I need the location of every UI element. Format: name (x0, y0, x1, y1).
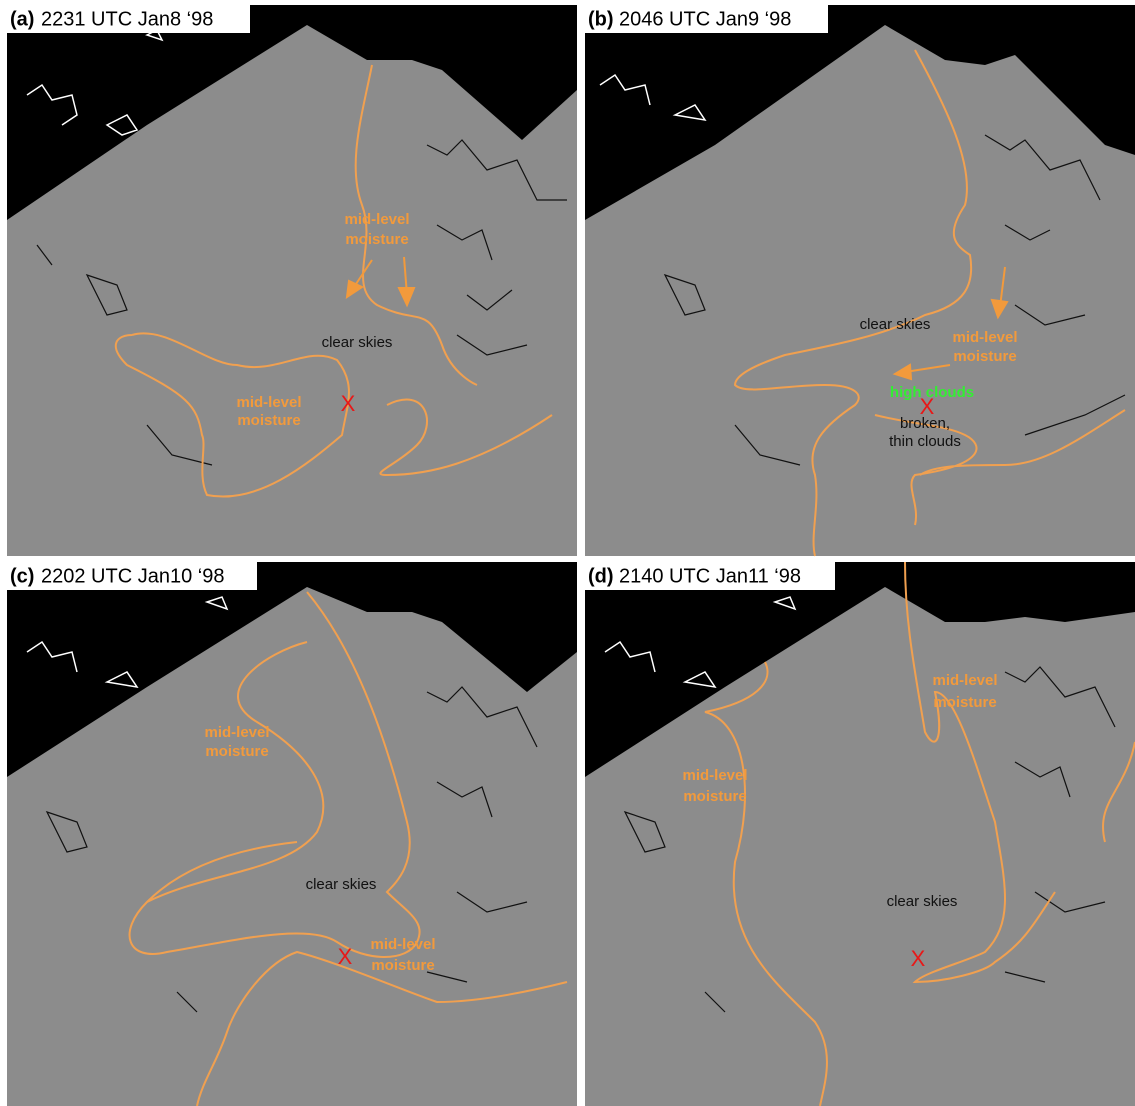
annotation: mid-level (344, 211, 409, 228)
annotation: moisture (933, 694, 996, 711)
annotation: thin clouds (889, 433, 961, 450)
site-marker: X (911, 946, 926, 971)
annotation: mid-level (682, 767, 747, 784)
panel-letter: (c) (10, 565, 34, 587)
annotation: mid-level (236, 394, 301, 411)
figure: (a) 2231 UTC Jan8 ‘98 mid-level moisture… (0, 0, 1135, 1106)
annotation: moisture (205, 743, 268, 760)
annotation: moisture (953, 348, 1016, 365)
annotation: mid-level (952, 329, 1017, 346)
panel-letter: (d) (588, 565, 614, 587)
annotation: moisture (683, 788, 746, 805)
annotation: mid-level (932, 672, 997, 689)
annotation: clear skies (860, 316, 931, 333)
panel: (a) 2231 UTC Jan8 ‘98 mid-level moisture… (7, 5, 577, 556)
annotation: moisture (237, 412, 300, 429)
site-marker: X (338, 944, 353, 969)
annotation: clear skies (322, 334, 393, 351)
annotation: clear skies (306, 876, 377, 893)
annotation: mid-level (370, 936, 435, 953)
panel-letter: (a) (10, 8, 34, 30)
annotation: moisture (371, 957, 434, 974)
annotation: moisture (345, 231, 408, 248)
panel-time: 2140 UTC Jan11 ‘98 (619, 565, 801, 587)
panel: (d) 2140 UTC Jan11 ‘98 mid-level moistur… (585, 562, 1135, 1106)
panel-time: 2202 UTC Jan10 ‘98 (41, 565, 224, 587)
panel-time: 2046 UTC Jan9 ‘98 (619, 8, 791, 30)
site-marker: X (341, 391, 356, 416)
annotation: mid-level (204, 724, 269, 741)
annotation: clear skies (887, 893, 958, 910)
panel: (c) 2202 UTC Jan10 ‘98 mid-level moistur… (7, 562, 577, 1106)
site-marker: X (920, 394, 935, 419)
panel-letter: (b) (588, 8, 614, 30)
panel-time: 2231 UTC Jan8 ‘98 (41, 8, 213, 30)
panel: (b) 2046 UTC Jan9 ‘98 clear skies mid-le… (585, 5, 1135, 556)
